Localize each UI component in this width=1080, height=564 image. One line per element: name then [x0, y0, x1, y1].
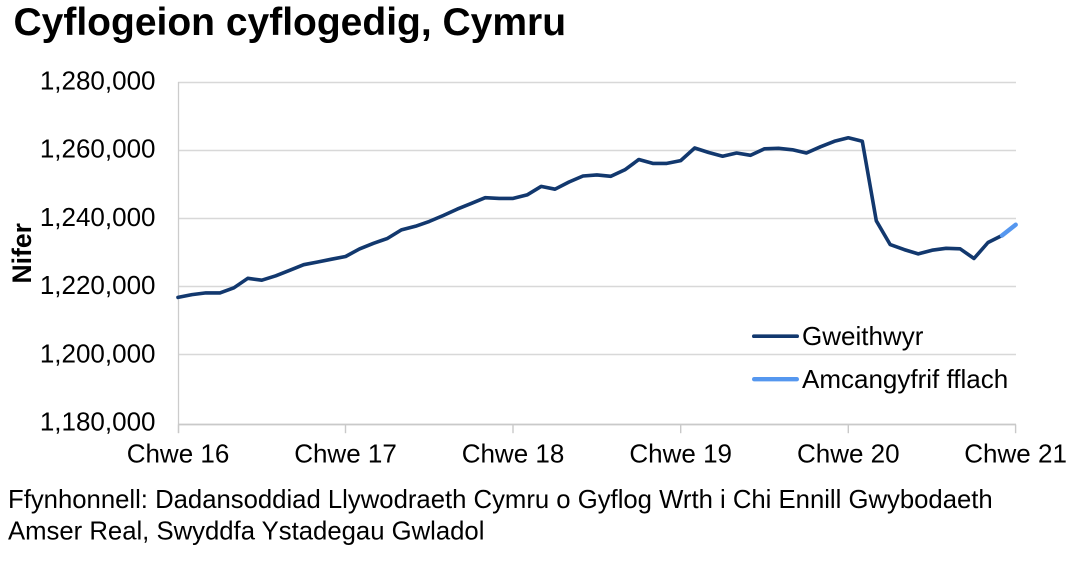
svg-text:Gweithwyr: Gweithwyr: [802, 321, 924, 351]
svg-text:1,240,000: 1,240,000: [40, 202, 156, 232]
svg-text:1,280,000: 1,280,000: [40, 66, 156, 96]
svg-text:Chwe 20: Chwe 20: [797, 438, 900, 468]
svg-text:Nifer: Nifer: [7, 223, 37, 283]
svg-text:1,180,000: 1,180,000: [40, 407, 156, 437]
svg-text:1,200,000: 1,200,000: [40, 338, 156, 368]
svg-text:Amcangyfrif fflach: Amcangyfrif fflach: [802, 364, 1008, 394]
svg-text:1,220,000: 1,220,000: [40, 270, 156, 300]
svg-text:Amser Real, Swyddfa Ystadegau: Amser Real, Swyddfa Ystadegau Gwladol: [8, 518, 484, 546]
svg-text:Ffynhonnell: Dadansoddiad Llyw: Ffynhonnell: Dadansoddiad Llywodraeth Cy…: [8, 486, 993, 514]
svg-text:Cyflogeion cyflogedig, Cymru: Cyflogeion cyflogedig, Cymru: [14, 1, 567, 44]
svg-text:Chwe 19: Chwe 19: [629, 438, 732, 468]
svg-text:Chwe 21: Chwe 21: [964, 438, 1067, 468]
svg-text:Chwe 18: Chwe 18: [462, 438, 565, 468]
svg-text:Chwe 17: Chwe 17: [294, 438, 397, 468]
svg-text:1,260,000: 1,260,000: [40, 134, 156, 164]
svg-text:Chwe 16: Chwe 16: [127, 438, 230, 468]
